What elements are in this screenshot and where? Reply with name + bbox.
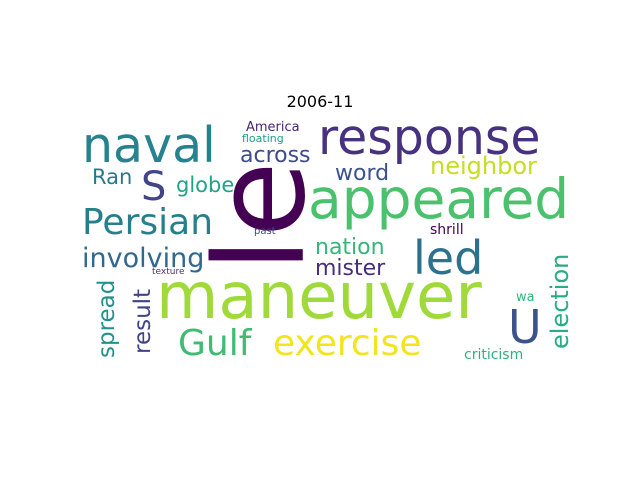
word-neighbor: neighbor xyxy=(430,152,537,180)
word-le: le xyxy=(189,161,333,272)
word-u: U xyxy=(508,300,542,354)
word-ran: Ran xyxy=(92,165,132,189)
word-gulf: Gulf xyxy=(178,323,253,364)
word-appeared: appeared xyxy=(308,167,569,231)
word-america: America xyxy=(246,120,300,135)
word-wa: wa xyxy=(516,290,535,305)
word-persian: Persian xyxy=(82,202,213,243)
word-criticism: criticism xyxy=(464,347,523,363)
word-s: S xyxy=(141,164,166,210)
word-past: past xyxy=(254,226,276,237)
word-result: result xyxy=(130,289,156,354)
word-involving: involving xyxy=(82,243,204,274)
word-led: led xyxy=(413,231,483,285)
word-shrill: shrill xyxy=(430,222,464,238)
page-title: 2006-11 xyxy=(286,92,354,111)
word-across: across xyxy=(240,143,311,168)
word-naval: naval xyxy=(82,117,216,174)
word-word: word xyxy=(335,161,389,186)
word-exercise: exercise xyxy=(273,323,422,364)
word-globe: globe xyxy=(176,173,234,197)
word-response: response xyxy=(318,109,541,166)
word-maneuver: maneuver xyxy=(156,260,482,334)
word-election: election xyxy=(546,254,574,349)
word-spread: spread xyxy=(94,280,120,358)
word-floating: floating xyxy=(242,132,284,145)
word-mister: mister xyxy=(315,256,386,281)
word-nation: nation xyxy=(315,235,385,260)
word-texture: texture xyxy=(152,267,185,277)
